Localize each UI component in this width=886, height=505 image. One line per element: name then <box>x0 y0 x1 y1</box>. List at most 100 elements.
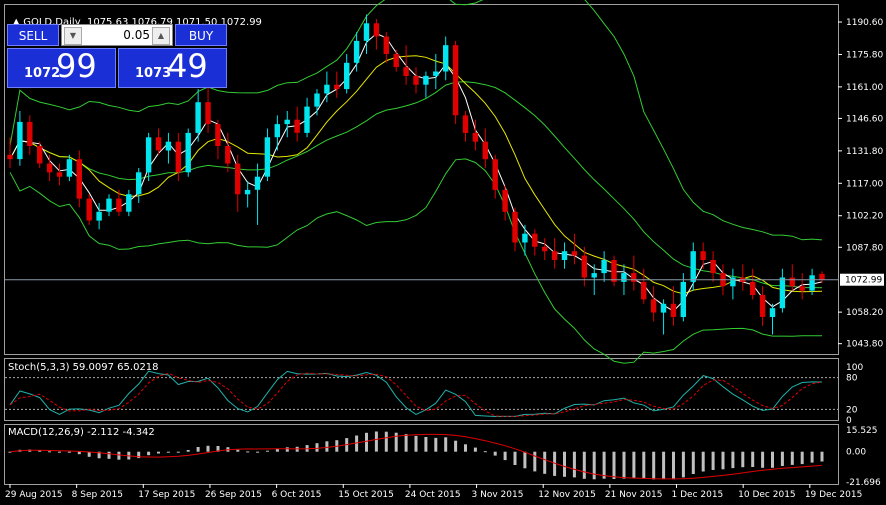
candle-body <box>650 299 657 313</box>
macd-histogram-bar <box>533 451 537 472</box>
time-tick-label: 21 Nov 2015 <box>605 490 663 500</box>
candle-body <box>254 176 261 190</box>
time-tick-label: 10 Dec 2015 <box>738 490 796 500</box>
macd-histogram-bar <box>672 451 675 480</box>
candle-body <box>145 137 152 173</box>
time-tick-label: 12 Nov 2015 <box>538 490 596 500</box>
candle-body <box>443 45 449 72</box>
lot-size-field[interactable]: ▼ 0.05 ▲ <box>61 24 173 46</box>
time-tick-label: 3 Nov 2015 <box>472 490 524 500</box>
macd-histogram-bar <box>454 440 458 452</box>
candle-body <box>542 246 548 252</box>
candle-body <box>37 146 43 164</box>
macd-histogram-bar <box>48 451 52 453</box>
buy-price-box[interactable]: 1073 49 <box>118 47 227 88</box>
macd-label: MACD(12,26,9) -2.112 -4.342 <box>8 427 155 438</box>
macd-signal-line <box>9 433 823 480</box>
lot-decrease-icon[interactable]: ▼ <box>64 27 82 45</box>
macd-histogram-bar <box>196 447 200 452</box>
buy-button[interactable]: BUY <box>175 24 227 46</box>
macd-histogram-bar <box>275 448 279 452</box>
macd-histogram-bar <box>444 437 448 452</box>
candle-body <box>759 295 766 317</box>
candle-body <box>324 84 330 94</box>
sell-button[interactable]: SELL <box>7 24 59 46</box>
time-tick-label: 15 Oct 2015 <box>338 490 394 500</box>
candle-body <box>472 132 479 142</box>
price-pane-border <box>4 4 839 355</box>
bollinger-middle-line <box>9 81 823 289</box>
candle-body <box>551 251 558 260</box>
stoch-main-line <box>9 370 823 418</box>
price-tick-label: 1043.80 <box>846 340 883 350</box>
macd-histogram-bar <box>355 435 359 452</box>
candle-body <box>185 132 191 173</box>
macd-histogram-bar <box>721 451 725 470</box>
candle-body <box>294 119 300 133</box>
buy-price-prefix: 1073 <box>135 66 172 81</box>
macd-histogram-bar <box>365 432 368 452</box>
candle-body <box>334 84 340 90</box>
macd-histogram-bar <box>87 451 91 457</box>
price-tick-label: 1190.60 <box>846 18 883 28</box>
macd-histogram-bar <box>77 451 81 455</box>
candle-body <box>304 106 310 133</box>
candle-body <box>284 119 290 125</box>
macd-histogram-bar <box>751 451 755 467</box>
candle-body <box>522 233 528 243</box>
macd-histogram-bar <box>67 451 71 453</box>
macd-series <box>8 431 824 480</box>
macd-histogram-bar <box>236 449 240 452</box>
candle-body <box>670 303 677 317</box>
macd-histogram-bar <box>315 443 319 452</box>
candle-body <box>344 62 350 90</box>
lot-increase-icon[interactable]: ▲ <box>152 27 170 45</box>
candle-body <box>492 159 498 190</box>
macd-histogram-bar <box>147 451 151 456</box>
candle-body <box>155 137 162 151</box>
candle-body <box>244 189 251 195</box>
lot-size-value[interactable]: 0.05 <box>123 28 150 42</box>
sell-price-box[interactable]: 1072 99 <box>7 47 116 88</box>
macd-tick-label: -21.696 <box>846 478 881 488</box>
candle-body <box>502 189 508 212</box>
macd-histogram-bar <box>246 451 250 453</box>
sell-price-pips: 99 <box>56 47 97 85</box>
macd-histogram-bar <box>810 451 814 463</box>
bollinger-upper-line <box>9 0 823 241</box>
candle-body <box>700 251 706 260</box>
candle-body <box>56 172 63 177</box>
price-tick-label: 1175.80 <box>846 50 883 60</box>
candle-body <box>433 71 439 76</box>
candle-body <box>641 281 647 300</box>
macd-histogram-bar <box>483 451 487 453</box>
macd-histogram-bar <box>38 450 42 452</box>
price-tick-label: 1102.20 <box>846 212 883 222</box>
macd-histogram-bar <box>543 451 547 474</box>
ma-slow-line <box>9 55 823 295</box>
macd-histogram-bar <box>711 451 715 470</box>
candle-body <box>7 154 13 160</box>
stoch-tick-label: 20 <box>846 405 858 415</box>
candle-body <box>512 211 518 243</box>
candle-body <box>106 198 112 212</box>
macd-histogram-bar <box>266 450 269 452</box>
candle-body <box>591 273 597 278</box>
macd-histogram-bar <box>563 451 566 477</box>
candle-body <box>769 308 776 317</box>
candle-body <box>581 255 587 278</box>
macd-histogram-bar <box>206 445 210 452</box>
candle-body <box>621 273 627 282</box>
macd-histogram-bar <box>97 451 101 459</box>
macd-histogram-bar <box>107 451 111 459</box>
chart-menu-icon[interactable]: ▲ <box>12 17 24 28</box>
macd-histogram-bar <box>166 451 170 453</box>
candle-body <box>314 93 320 107</box>
stoch-tick-label: 80 <box>846 374 858 384</box>
macd-histogram-bar <box>285 447 289 452</box>
stoch-tick-label: 100 <box>846 363 863 373</box>
candle-body <box>215 124 221 146</box>
macd-histogram-bar <box>771 451 774 468</box>
candle-body <box>482 141 488 160</box>
